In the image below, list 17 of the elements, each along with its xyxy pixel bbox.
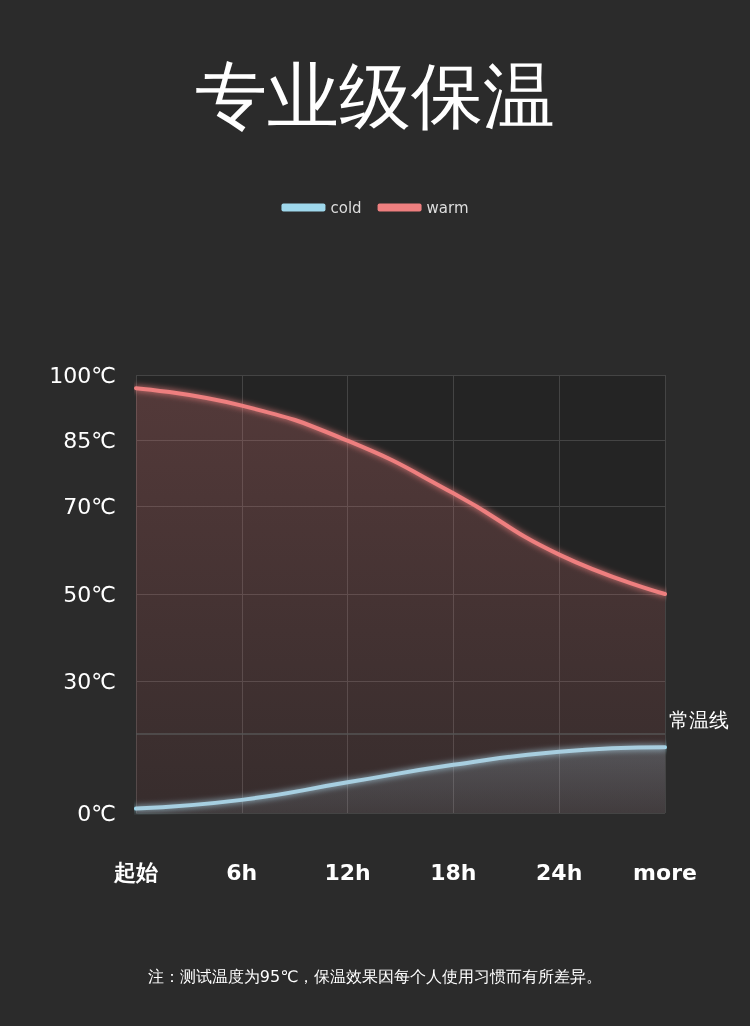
y-tick-label: 50℃ — [63, 581, 116, 607]
x-tick-label: 24h — [536, 859, 583, 885]
legend-label: cold — [330, 198, 362, 217]
ref-line-label: 常温线 — [669, 708, 729, 733]
x-tick-label: 6h — [226, 859, 258, 885]
text: 注：测试温度为95℃，保温效果因每个人使用习惯而有所差异。 — [147, 966, 603, 986]
x-tick-label: 18h — [430, 859, 477, 885]
legend-label: warm — [426, 198, 469, 217]
y-tick-label: 30℃ — [63, 669, 116, 695]
chart-title: 专业级保温 — [195, 54, 555, 138]
x-tick-label: 12h — [324, 859, 371, 885]
y-tick-label: 85℃ — [63, 428, 116, 454]
x-tick-label: more — [633, 859, 697, 885]
y-tick-label: 0℃ — [77, 800, 116, 826]
y-tick-label: 70℃ — [63, 493, 116, 519]
x-tick-label: 起始 — [113, 859, 158, 885]
y-tick-label: 100℃ — [49, 362, 116, 388]
